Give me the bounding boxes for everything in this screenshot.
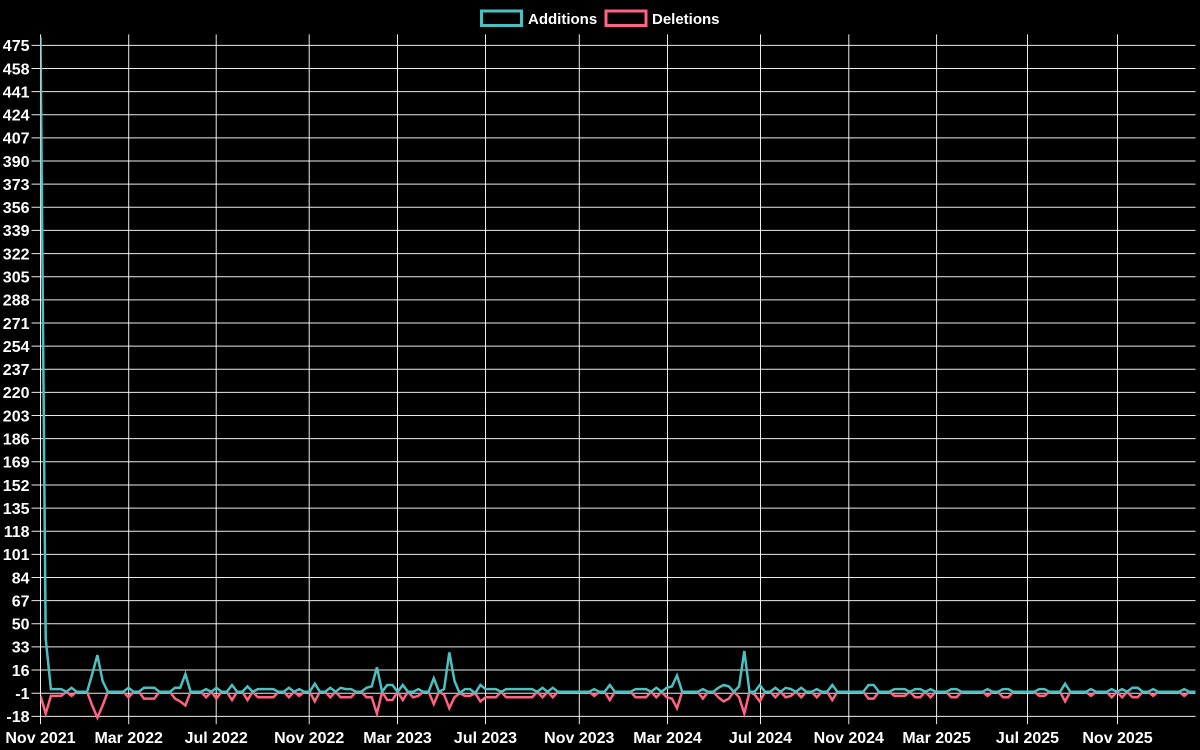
svg-text:Deletions: Deletions — [652, 11, 720, 28]
svg-text:288: 288 — [3, 293, 30, 310]
svg-text:Nov 2024: Nov 2024 — [814, 730, 884, 747]
svg-text:Nov 2025: Nov 2025 — [1082, 730, 1152, 747]
svg-text:Nov 2021: Nov 2021 — [5, 730, 75, 747]
svg-text:Mar 2022: Mar 2022 — [94, 730, 163, 747]
svg-text:322: 322 — [3, 246, 30, 263]
svg-text:203: 203 — [3, 408, 30, 425]
svg-text:169: 169 — [3, 455, 30, 472]
svg-text:Mar 2025: Mar 2025 — [902, 730, 971, 747]
svg-text:373: 373 — [3, 177, 30, 194]
svg-text:Nov 2023: Nov 2023 — [544, 730, 614, 747]
svg-text:424: 424 — [3, 108, 30, 125]
svg-text:152: 152 — [3, 478, 30, 495]
svg-text:16: 16 — [12, 663, 30, 680]
svg-text:Mar 2024: Mar 2024 — [633, 730, 702, 747]
svg-text:Mar 2023: Mar 2023 — [363, 730, 432, 747]
svg-text:356: 356 — [3, 200, 30, 217]
svg-text:407: 407 — [3, 131, 30, 148]
svg-text:186: 186 — [3, 432, 30, 449]
svg-text:Nov 2022: Nov 2022 — [274, 730, 344, 747]
svg-text:-18: -18 — [6, 709, 29, 726]
svg-text:475: 475 — [3, 38, 30, 55]
svg-text:135: 135 — [3, 501, 30, 518]
svg-text:339: 339 — [3, 223, 30, 240]
svg-text:Additions: Additions — [528, 11, 597, 28]
svg-text:271: 271 — [3, 316, 30, 333]
svg-text:Jul 2022: Jul 2022 — [185, 730, 248, 747]
svg-text:305: 305 — [3, 270, 30, 287]
svg-text:Jul 2024: Jul 2024 — [729, 730, 792, 747]
svg-text:254: 254 — [3, 339, 30, 356]
svg-text:67: 67 — [12, 593, 30, 610]
svg-text:101: 101 — [3, 547, 30, 564]
svg-text:33: 33 — [12, 640, 30, 657]
svg-text:237: 237 — [3, 362, 30, 379]
svg-text:-1: -1 — [15, 686, 29, 703]
svg-text:50: 50 — [12, 617, 30, 634]
svg-text:118: 118 — [4, 524, 30, 541]
svg-text:390: 390 — [3, 154, 30, 171]
svg-text:84: 84 — [12, 570, 30, 587]
svg-text:441: 441 — [3, 84, 30, 101]
svg-text:Jul 2025: Jul 2025 — [996, 730, 1059, 747]
svg-text:458: 458 — [3, 61, 30, 78]
svg-text:220: 220 — [3, 385, 30, 402]
svg-text:Jul 2023: Jul 2023 — [454, 730, 517, 747]
